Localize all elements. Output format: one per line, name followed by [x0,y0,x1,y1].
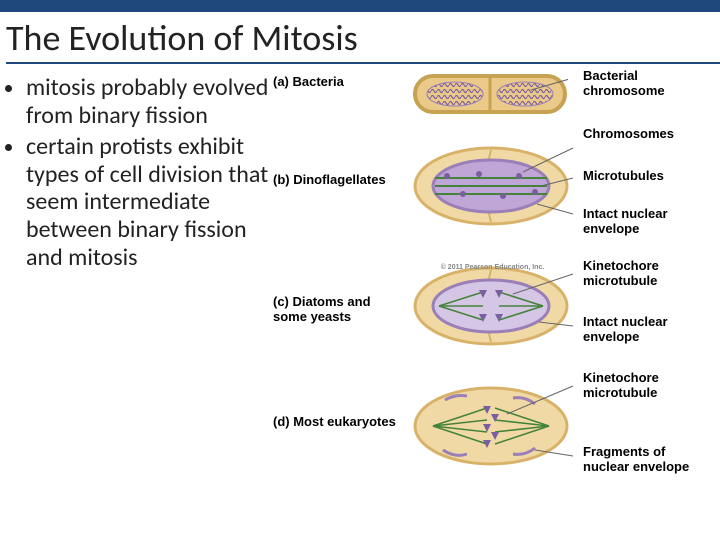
anno-intact-envelope-b: Intact nuclear envelope [583,206,693,236]
anno-kinetochore-mt-d: Kinetochore microtubule [583,370,693,400]
bullet-list: mitosis probably evolved from binary fis… [8,74,273,275]
row-label-d: (d) Most eukaryotes [273,414,423,429]
figure-area: (a) Bacteria Bacterial chromosome (b) Di… [273,74,712,275]
anno-chromosomes: Chromosomes [583,126,693,141]
anno-intact-envelope-c: Intact nuclear envelope [583,314,693,344]
organism-diatom [413,264,578,349]
anno-envelope-fragments: Fragments of nuclear envelope [583,444,693,474]
bullet-item: certain protists exhibit types of cell d… [26,133,273,271]
bullet-item: mitosis probably evolved from binary fis… [26,74,273,129]
content-body: mitosis probably evolved from binary fis… [0,72,720,275]
organism-dinoflagellate [413,144,578,229]
anno-bacterial-chromosome: Bacterial chromosome [583,68,693,98]
row-label-a: (a) Bacteria [273,74,403,89]
row-label-b: (b) Dinoflagellates [273,172,403,187]
organism-eukaryote [413,384,578,469]
anno-kinetochore-mt-c: Kinetochore microtubule [583,258,693,288]
page-title: The Evolution of Mitosis [6,16,720,64]
anno-microtubules: Microtubules [583,168,693,183]
copyright-text: © 2011 Pearson Education, Inc. [441,264,545,271]
organism-bacteria [413,70,568,118]
top-bar [0,0,720,12]
row-label-c: (c) Diatoms and some yeasts [273,294,383,324]
